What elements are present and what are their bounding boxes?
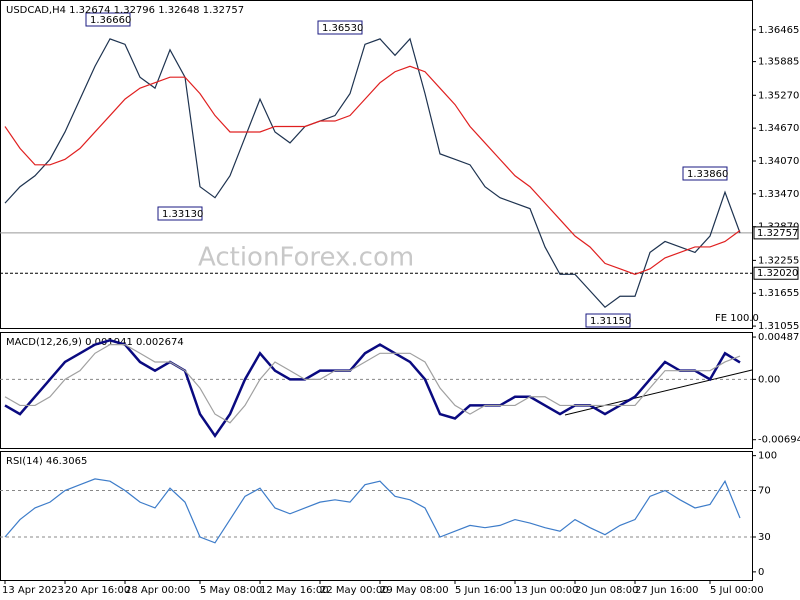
y-tick-label: 1.35270 (758, 90, 799, 101)
price-label: 1.32020 (757, 268, 798, 279)
y-tick-label: 1.34070 (758, 156, 799, 167)
panel-title: RSI(14) 46.3065 (6, 456, 87, 467)
panel: 0.00487 0.00 -0.006945 MACD(12,26,9) 0.0019… (0, 332, 800, 449)
panel-frame (0, 451, 753, 581)
x-tick-label: 12 May 16:00 (260, 585, 329, 596)
price-box (753, 226, 799, 240)
series-line (4, 37, 741, 308)
panel-title: USDCAD,H4 1.32674 1.32796 1.32648 1.3275… (6, 5, 244, 16)
price-box (753, 266, 799, 280)
price-label: 1.32757 (757, 228, 798, 239)
annotation-box (317, 20, 363, 35)
series-line (4, 65, 741, 275)
panel-title: MACD(12,26,9) 0.001941 0.002674 (6, 337, 184, 348)
y-tick-label: 100 (758, 451, 777, 462)
x-tick-label: 5 Jun 16:00 (455, 585, 512, 596)
y-tick-label: 1.34670 (758, 123, 799, 134)
y-tick-label: 1.31655 (758, 288, 799, 299)
y-tick-label: 1.32255 (758, 255, 799, 266)
y-tick-label: 30 (758, 532, 771, 543)
y-tick-label: 1.33470 (758, 189, 799, 200)
panel-frame (0, 0, 753, 329)
annotation: 1.36530 (322, 23, 363, 34)
annotation-box (682, 166, 728, 181)
y-tick-label: 0.00 (758, 374, 780, 385)
y-tick-label: -0.006945 (758, 435, 800, 446)
annotation: FE 100.0 (715, 313, 759, 324)
x-tick-label: 13 Jun 00:00 (515, 585, 579, 596)
watermark: ActionForex.com (198, 243, 414, 273)
annotation: 1.33860 (687, 169, 728, 180)
annotation-box (157, 206, 203, 221)
annotation: 1.31150 (590, 316, 631, 327)
x-tick-label: 29 May 08:00 (380, 585, 449, 596)
series-line (4, 338, 741, 439)
panel: 1.36465 1.35885 1.35270 1.34670 1.34070 1.334… (0, 0, 799, 332)
y-tick-label: 1.35885 (758, 57, 799, 68)
y-tick-label: 0.00487 (758, 332, 799, 343)
x-tick-label: 20 Jun 08:00 (575, 585, 639, 596)
series-line (4, 343, 741, 424)
annotation-box (85, 12, 131, 27)
panel-frame (0, 332, 753, 449)
y-tick-label: 0 (758, 567, 764, 578)
x-tick-label: 22 May 00:00 (320, 585, 389, 596)
trend-line (564, 369, 753, 416)
y-tick-label: 1.36465 (758, 25, 799, 36)
y-tick-label: 1.31055 (758, 321, 799, 332)
x-tick-label: 27 Jun 16:00 (635, 585, 699, 596)
annotation: 1.36660 (90, 15, 131, 26)
x-tick-label: 13 Apr 2023 (2, 585, 64, 596)
x-tick-label: 5 Jul 00:00 (710, 585, 764, 596)
x-tick-label: 5 May 08:00 (200, 585, 262, 596)
annotation: 1.33130 (162, 209, 203, 220)
annotations: 1.36660 1.36530 1.33130 1.33860 1.31150 … (85, 12, 759, 328)
annotation-box (585, 313, 631, 328)
series-line (4, 478, 741, 544)
x-tick-label: 20 Apr 16:00 (65, 585, 130, 596)
panel: 100 70 30 0 RSI(14) 46.3065 (0, 451, 777, 581)
x-tick-label: 28 Apr 00:00 (125, 585, 190, 596)
y-tick-label: 70 (758, 486, 771, 497)
